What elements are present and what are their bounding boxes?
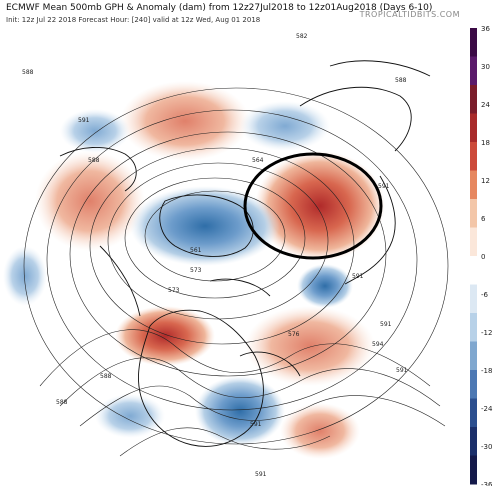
colorbar-swatch (470, 398, 477, 428)
colorbar-swatch (470, 56, 477, 86)
colorbar: 36 30 24 18 12 6 0 -6 -12 -18 -24 -30 -36 (470, 26, 493, 486)
contour-label: 576 (288, 331, 300, 338)
height-contours (23, 87, 449, 457)
contour-label: 573 (168, 287, 180, 294)
contour-label: 588 (100, 373, 112, 380)
brand-watermark: TROPICALTIDBITS.COM (359, 10, 460, 19)
colorbar-swatch (470, 142, 477, 171)
colorbar-tick-label: -6 (481, 291, 489, 299)
colorbar-swatch (470, 370, 477, 399)
colorbar-swatch (470, 28, 477, 57)
contour-label: 594 (372, 341, 384, 348)
contour-label-group: 582 588 588 588 564 561 573 573 576 591 … (22, 33, 408, 478)
colorbar-tick-label: -18 (481, 367, 492, 375)
colorbar-swatch (470, 455, 477, 485)
colorbar-swatches (470, 28, 477, 485)
colorbar-tick-label: -30 (481, 443, 492, 451)
colorbar-tick-label: 6 (481, 215, 486, 223)
contour-label: 591 (78, 117, 90, 124)
contour-label: 564 (252, 157, 264, 164)
colorbar-swatch (470, 256, 477, 285)
colorbar-swatch (470, 427, 477, 456)
colorbar-swatch (470, 113, 477, 143)
chart-title: ECMWF Mean 500mb GPH & Anomaly (dam) fro… (6, 3, 433, 13)
colorbar-tick-label: -12 (481, 329, 492, 337)
colorbar-tick-label: 36 (481, 26, 490, 33)
contour-label: 591 (250, 421, 262, 428)
colorbar-tick-label: 18 (481, 139, 490, 147)
contour-label: 591 (380, 321, 392, 328)
colorbar-swatch (470, 227, 477, 257)
coastlines (59, 60, 431, 447)
contour-label: 582 (296, 33, 308, 40)
contour-label: 591 (352, 273, 364, 280)
colorbar-tick-label: 0 (481, 253, 485, 261)
highlight-ellipse (243, 152, 383, 260)
contour-label: 588 (88, 157, 100, 164)
contour-label: 588 (395, 77, 407, 84)
colorbar-tick-label: 12 (481, 177, 490, 185)
colorbar-labels: 36 30 24 18 12 6 0 -6 -12 -18 -24 -30 -36 (481, 26, 493, 486)
contour-label: 561 (190, 247, 202, 254)
contour-label: 588 (22, 69, 34, 76)
contour-label: 591 (255, 471, 267, 478)
contour-label: 591 (396, 367, 408, 374)
contour-label: 588 (56, 399, 68, 406)
colorbar-swatch (470, 313, 477, 342)
polar-map: 582 588 588 588 564 561 573 573 576 591 … (3, 33, 449, 478)
colorbar-swatch (470, 341, 477, 371)
colorbar-tick-label: 30 (481, 63, 490, 71)
colorbar-tick-label: -24 (481, 405, 493, 413)
colorbar-swatch (470, 284, 477, 314)
contour-label: 591 (378, 183, 390, 190)
contour-label: 573 (190, 267, 202, 274)
colorbar-tick-label: 24 (481, 101, 490, 109)
colorbar-swatch (470, 199, 477, 228)
colorbar-swatch (470, 85, 477, 114)
colorbar-swatch (470, 170, 477, 200)
chart-subtitle: Init: 12z Jul 22 2018 Forecast Hour: [24… (6, 16, 261, 24)
colorbar-tick-label: -36 (481, 481, 493, 486)
